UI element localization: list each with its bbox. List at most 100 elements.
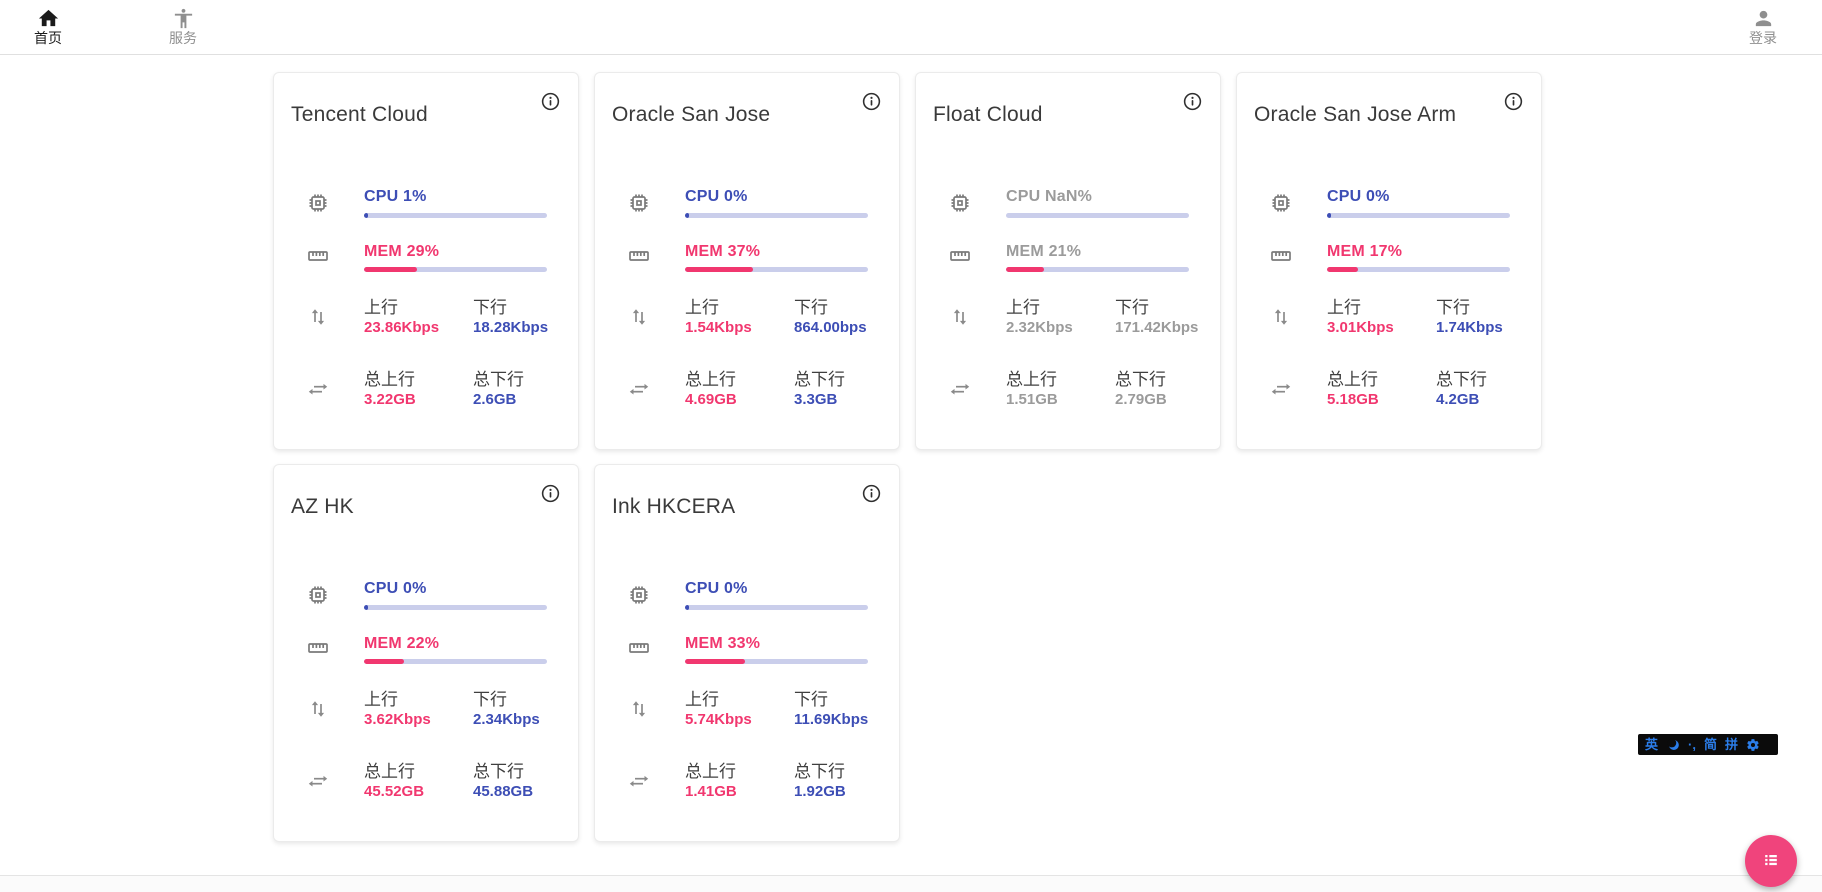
cpu-usage-label: CPU 0% (364, 580, 427, 597)
cpu-progress-fill (364, 213, 368, 218)
memory-ruler-icon (306, 244, 330, 268)
total-download-label: 总下行 (794, 370, 845, 389)
cpu-progress-bar (685, 605, 868, 610)
server-name: Oracle San Jose Arm (1254, 103, 1457, 126)
upload-speed: 3.01Kbps (1327, 319, 1394, 336)
mem-progress-bar (1327, 267, 1510, 272)
nav-services-label: 服务 (169, 30, 197, 46)
ime-pinyin-toggle[interactable]: 拼 (1724, 737, 1738, 752)
server-card: Oracle San Jose CPU 0% MEM 37% (594, 72, 900, 450)
download-label: 下行 (473, 690, 507, 709)
cpu-progress-bar (1006, 213, 1189, 218)
mem-progress-bar (685, 659, 868, 664)
download-label: 下行 (794, 690, 828, 709)
server-card: Tencent Cloud CPU 1% MEM 29% (273, 72, 579, 450)
accessibility-icon (172, 7, 195, 30)
mem-progress-fill (364, 659, 405, 664)
total-download-value: 1.92GB (794, 783, 846, 800)
top-nav: 首页 服务 登录 (0, 0, 1822, 55)
info-icon[interactable] (1503, 91, 1524, 112)
server-name: Tencent Cloud (291, 103, 428, 126)
cpu-progress-fill (364, 605, 368, 610)
memory-ruler-icon (306, 636, 330, 660)
nav-item-home[interactable]: 首页 (34, 7, 62, 46)
server-card: Oracle San Jose Arm CPU 0% MEM 17% (1236, 72, 1542, 450)
server-card: Ink HKCERA CPU 0% MEM 33% (594, 464, 900, 842)
info-icon[interactable] (861, 483, 882, 504)
cpu-usage-label: CPU 0% (1327, 188, 1390, 205)
mem-usage-label: MEM 29% (364, 243, 440, 260)
upload-speed: 23.86Kbps (364, 319, 440, 336)
mem-usage-label: MEM 33% (685, 635, 761, 652)
cpu-chip-icon (627, 191, 651, 215)
cpu-chip-icon (627, 583, 651, 607)
info-icon[interactable] (861, 91, 882, 112)
total-upload-label: 总上行 (364, 370, 415, 389)
mem-progress-bar (364, 659, 547, 664)
info-icon[interactable] (540, 483, 561, 504)
download-speed: 1.74Kbps (1436, 319, 1503, 336)
download-label: 下行 (473, 298, 507, 317)
mem-progress-bar (685, 267, 868, 272)
memory-ruler-icon (948, 244, 972, 268)
total-download-label: 总下行 (1115, 370, 1166, 389)
server-card: Float Cloud CPU NaN% MEM 21% (915, 72, 1221, 450)
upload-label: 上行 (685, 298, 719, 317)
ime-simplified-toggle[interactable]: 简 (1703, 737, 1717, 752)
cpu-chip-icon (306, 191, 330, 215)
moon-icon[interactable] (1666, 738, 1680, 752)
server-card: AZ HK CPU 0% MEM 22% (273, 464, 579, 842)
ime-punctuation-toggle[interactable]: ·, (1688, 737, 1696, 752)
fab-list-button[interactable] (1745, 835, 1797, 887)
cpu-usage-label: CPU 1% (364, 188, 427, 205)
download-speed: 2.34Kbps (473, 711, 540, 728)
mem-progress-fill (1327, 267, 1359, 272)
upload-speed: 1.54Kbps (685, 319, 752, 336)
leftright-arrows-icon (627, 769, 651, 793)
cpu-chip-icon (306, 583, 330, 607)
cpu-chip-icon (948, 191, 972, 215)
total-upload-value: 45.52GB (364, 783, 425, 800)
leftright-arrows-icon (627, 377, 651, 401)
footer-bar (0, 875, 1822, 892)
total-upload-value: 3.22GB (364, 391, 416, 408)
total-download-label: 总下行 (1436, 370, 1487, 389)
upload-speed: 5.74Kbps (685, 711, 752, 728)
cpu-progress-bar (364, 605, 547, 610)
updown-arrows-icon (1269, 305, 1293, 329)
total-upload-value: 4.69GB (685, 391, 737, 408)
mem-usage-label: MEM 17% (1327, 243, 1403, 260)
mem-progress-fill (1006, 267, 1045, 272)
leftright-arrows-icon (1269, 377, 1293, 401)
total-upload-label: 总上行 (1006, 370, 1057, 389)
nav-item-services[interactable]: 服务 (169, 7, 197, 46)
nav-item-login[interactable]: 登录 (1749, 7, 1777, 46)
server-name: AZ HK (291, 495, 354, 518)
mem-usage-label: MEM 22% (364, 635, 440, 652)
updown-arrows-icon (627, 697, 651, 721)
memory-ruler-icon (1269, 244, 1293, 268)
download-label: 下行 (794, 298, 828, 317)
mem-usage-label: MEM 37% (685, 243, 761, 260)
leftright-arrows-icon (306, 377, 330, 401)
cpu-progress-fill (1327, 213, 1331, 218)
server-name: Ink HKCERA (612, 495, 736, 518)
mem-progress-fill (685, 659, 746, 664)
download-label: 下行 (1436, 298, 1470, 317)
mem-progress-fill (685, 267, 753, 272)
total-download-label: 总下行 (473, 370, 524, 389)
nav-login-label: 登录 (1749, 30, 1777, 46)
cpu-chip-icon (1269, 191, 1293, 215)
server-name: Float Cloud (933, 103, 1043, 126)
cpu-usage-label: CPU 0% (685, 188, 748, 205)
info-icon[interactable] (1182, 91, 1203, 112)
upload-label: 上行 (364, 298, 398, 317)
ime-toolbar: 英 ·, 简 拼 (1638, 734, 1778, 755)
mem-progress-bar (1006, 267, 1189, 272)
ime-language-toggle[interactable]: 英 (1645, 737, 1659, 752)
info-icon[interactable] (540, 91, 561, 112)
gear-icon[interactable] (1746, 738, 1760, 752)
download-speed: 11.69Kbps (794, 711, 869, 728)
cpu-progress-bar (364, 213, 547, 218)
updown-arrows-icon (306, 305, 330, 329)
